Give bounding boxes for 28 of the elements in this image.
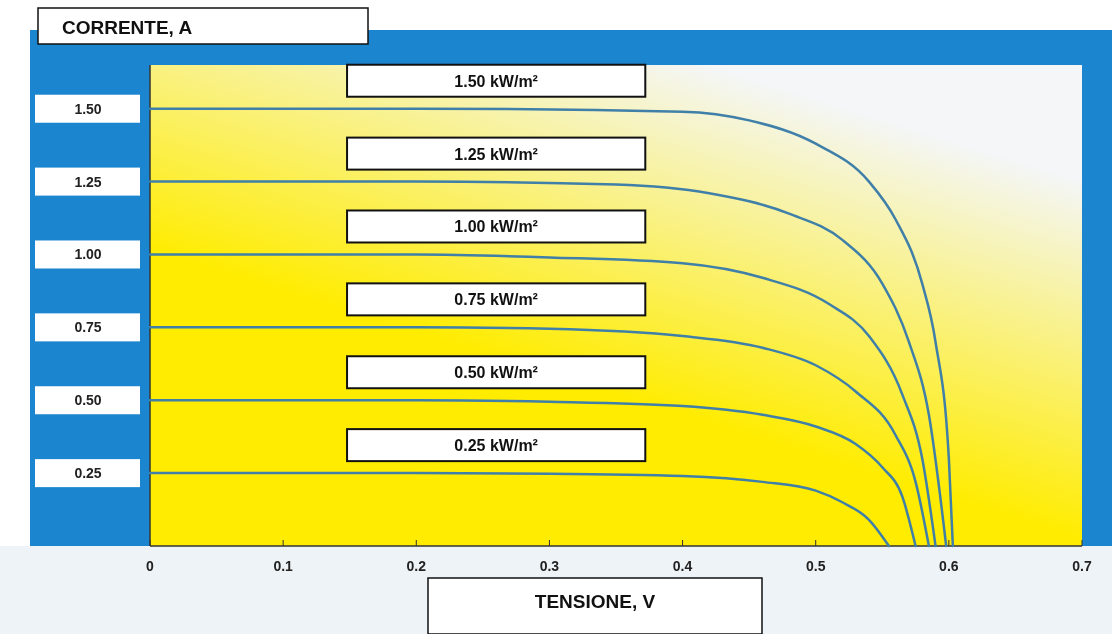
line-series bbox=[148, 253, 937, 548]
x-tick-label: 0.7 bbox=[1072, 558, 1092, 574]
x-tick-label: 0.3 bbox=[539, 558, 560, 574]
series-label: 1.50 kW/m² bbox=[454, 72, 538, 90]
line-series bbox=[148, 471, 891, 548]
x-tick-label: 0 bbox=[146, 558, 155, 574]
line-series bbox=[148, 326, 931, 548]
x-tick-label: 0.2 bbox=[406, 558, 427, 574]
x-tick-label: 0.4 bbox=[672, 558, 693, 574]
series-label: 1.00 kW/m² bbox=[454, 218, 538, 236]
line-series bbox=[148, 180, 948, 548]
y-tick-label: 1.00 bbox=[74, 246, 102, 263]
y-tick-label: 0.50 bbox=[74, 392, 102, 409]
y-tick-label: 0.25 bbox=[74, 465, 102, 482]
line-series bbox=[148, 398, 917, 548]
series-label: 0.50 kW/m² bbox=[454, 364, 538, 382]
series-label: 0.25 kW/m² bbox=[454, 437, 538, 455]
series-label: 0.75 kW/m² bbox=[454, 291, 538, 309]
x-axis-title: TENSIONE, V bbox=[534, 591, 656, 612]
x-tick-label: 0.5 bbox=[805, 558, 826, 574]
line-series bbox=[148, 107, 955, 548]
y-tick-label: 1.25 bbox=[74, 173, 102, 190]
y-tick-label: 1.50 bbox=[74, 100, 102, 117]
series-label: 1.25 kW/m² bbox=[454, 145, 538, 163]
y-tick-label: 0.75 bbox=[74, 319, 102, 336]
x-tick-label: 0.6 bbox=[939, 558, 959, 574]
y-axis-title: CORRENTE, A bbox=[62, 17, 193, 38]
x-tick-label: 0.1 bbox=[273, 558, 294, 574]
